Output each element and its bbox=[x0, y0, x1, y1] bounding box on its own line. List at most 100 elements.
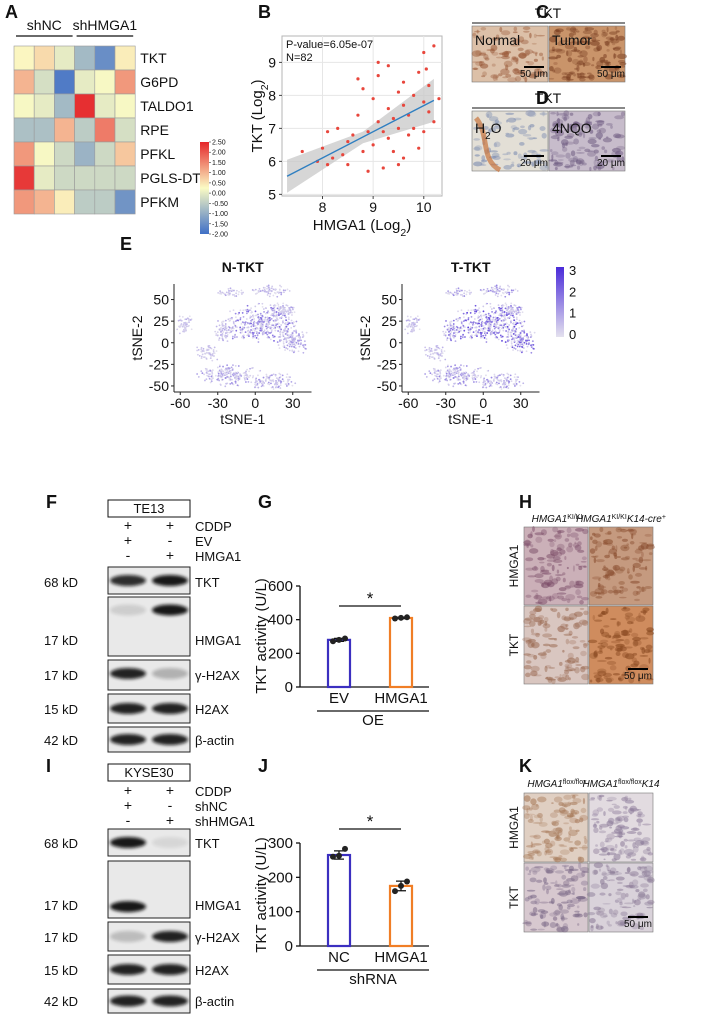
cell bbox=[254, 310, 257, 313]
colorbar-label: 1.50 bbox=[212, 160, 226, 167]
cell bbox=[511, 306, 514, 309]
cell bbox=[289, 343, 292, 346]
texture bbox=[478, 61, 485, 64]
cell bbox=[433, 378, 436, 381]
cell bbox=[252, 335, 255, 338]
texture bbox=[575, 589, 581, 596]
texture bbox=[561, 804, 567, 807]
texture bbox=[570, 150, 576, 157]
cell bbox=[290, 319, 293, 322]
cell bbox=[474, 304, 477, 307]
texture bbox=[562, 649, 565, 653]
cell bbox=[278, 307, 281, 310]
text-part: H bbox=[475, 120, 485, 136]
texture bbox=[622, 916, 630, 921]
texture bbox=[609, 571, 616, 577]
texture bbox=[592, 869, 598, 876]
texture bbox=[552, 526, 559, 533]
cell bbox=[200, 348, 203, 351]
texture bbox=[611, 810, 622, 815]
cell bbox=[282, 319, 284, 322]
cell bbox=[285, 339, 288, 341]
texture bbox=[494, 119, 500, 124]
cell bbox=[510, 331, 513, 334]
cell bbox=[477, 309, 480, 311]
texture bbox=[562, 577, 566, 583]
texture bbox=[629, 540, 635, 545]
texture bbox=[632, 827, 638, 831]
cell bbox=[531, 340, 534, 343]
texture bbox=[547, 677, 553, 683]
x-tick-label: 0 bbox=[479, 395, 487, 411]
cell bbox=[260, 385, 263, 388]
cell bbox=[258, 378, 260, 381]
texture bbox=[599, 647, 603, 653]
cell bbox=[232, 309, 235, 312]
heatmap-cell bbox=[33, 141, 55, 167]
texture bbox=[583, 40, 590, 45]
x-axis-label: HMGA1 (Log2) bbox=[313, 217, 411, 239]
texture bbox=[495, 34, 500, 39]
texture bbox=[576, 595, 583, 599]
cell bbox=[509, 374, 512, 377]
texture bbox=[618, 596, 627, 599]
band bbox=[110, 703, 146, 714]
cell bbox=[251, 376, 254, 379]
texture bbox=[569, 72, 573, 76]
texture bbox=[625, 555, 630, 559]
cell bbox=[463, 289, 466, 292]
cell bbox=[440, 355, 443, 357]
texture bbox=[606, 865, 610, 871]
cell bbox=[475, 326, 478, 329]
cell bbox=[252, 375, 255, 377]
cell bbox=[510, 312, 513, 315]
colorbar-label: -2.00 bbox=[212, 232, 228, 239]
scale-label: 50 μm bbox=[520, 69, 548, 80]
cell bbox=[284, 349, 286, 351]
texture bbox=[610, 640, 621, 644]
texture bbox=[529, 610, 537, 615]
cell bbox=[454, 373, 456, 376]
texture bbox=[534, 532, 545, 536]
texture bbox=[619, 848, 625, 855]
cell bbox=[183, 330, 186, 333]
cell bbox=[501, 306, 504, 309]
texture bbox=[551, 151, 559, 156]
texture bbox=[593, 827, 599, 834]
cell bbox=[502, 304, 505, 307]
cell bbox=[206, 374, 209, 377]
texture bbox=[524, 617, 534, 621]
heatmap-cell bbox=[13, 141, 35, 167]
cell bbox=[515, 328, 518, 330]
cell bbox=[294, 347, 297, 349]
cell bbox=[234, 333, 237, 336]
cell bbox=[290, 380, 293, 383]
texture bbox=[567, 801, 571, 806]
point bbox=[432, 44, 436, 48]
cell bbox=[424, 346, 427, 349]
cell bbox=[276, 323, 279, 326]
texture bbox=[612, 672, 620, 676]
texture bbox=[608, 66, 617, 73]
cell bbox=[241, 321, 244, 324]
cell bbox=[224, 385, 227, 388]
cell bbox=[228, 367, 230, 370]
texture bbox=[596, 44, 603, 51]
cell bbox=[512, 322, 514, 325]
cell bbox=[298, 334, 300, 337]
texture bbox=[568, 32, 574, 38]
y-tick-label: 400 bbox=[268, 612, 293, 629]
cell bbox=[275, 385, 278, 388]
texture bbox=[590, 536, 593, 541]
texture bbox=[594, 619, 603, 622]
texture bbox=[616, 145, 625, 151]
texture bbox=[581, 871, 590, 874]
cell bbox=[252, 328, 255, 330]
cell bbox=[488, 382, 491, 385]
texture bbox=[593, 592, 602, 595]
text-part: O bbox=[491, 120, 502, 136]
cell bbox=[413, 323, 416, 325]
texture bbox=[629, 628, 633, 633]
cell bbox=[265, 375, 268, 378]
cell bbox=[280, 316, 283, 318]
